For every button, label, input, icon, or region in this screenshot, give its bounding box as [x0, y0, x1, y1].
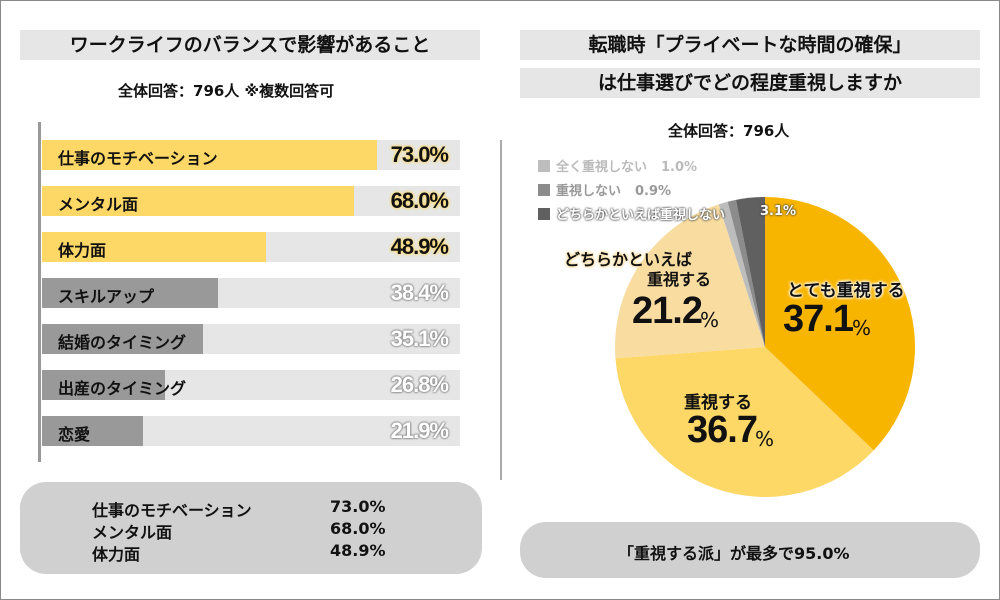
legend-label: 重視しない — [556, 184, 622, 199]
bar-track: 体力面 48.9% — [42, 232, 460, 262]
bar-track: 出産のタイミング 26.8% — [42, 370, 460, 400]
summary-label: 仕事のモチベーション — [92, 501, 252, 520]
bar-value-label: 48.9% — [390, 234, 449, 259]
slice-value: 37.1 — [783, 298, 854, 340]
percent-sign: % — [755, 427, 775, 451]
percent-sign: % — [852, 316, 872, 340]
bar-track: 結婚のタイミング 35.1% — [42, 324, 460, 354]
percent-sign: % — [700, 308, 720, 332]
bar-label: スキルアップ — [58, 287, 155, 306]
summary-label: 体力面 — [92, 545, 141, 564]
legend-swatch — [538, 160, 550, 172]
legend-swatch — [538, 184, 550, 196]
right-title-line1: 転職時「プライベートな時間の確保」 — [520, 30, 980, 60]
pie-slice — [614, 204, 765, 359]
bar-track: 恋愛 21.9% — [42, 416, 460, 446]
divider — [500, 140, 502, 480]
bar-label: メンタル面 — [58, 195, 139, 214]
bar-track: 仕事のモチベーション 73.0% — [42, 140, 460, 170]
bar-value-label: 68.0% — [390, 188, 449, 213]
bar-label: 結婚のタイミング — [58, 333, 187, 352]
bar-value-label: 35.1% — [390, 326, 449, 351]
right-title-line2: は仕事選びでどの程度重視しますか — [520, 68, 980, 98]
legend-value: 1.0% — [661, 160, 698, 175]
pie-slice — [735, 197, 765, 347]
left-title: ワークライフのバランスで影響があること — [20, 30, 480, 60]
legend-item: 全く重視しない 1.0% — [538, 156, 697, 175]
bar — [42, 232, 267, 262]
slice-name: 重視する — [647, 270, 712, 289]
pie-slice — [718, 201, 765, 347]
summary-value: 73.0% — [330, 497, 386, 516]
right-summary-box — [520, 522, 980, 578]
bar — [42, 370, 165, 400]
pie-slice — [615, 347, 874, 498]
bar-axis — [38, 122, 41, 462]
bar-value-label: 73.0% — [390, 142, 449, 167]
slice-value: 36.7 — [687, 409, 758, 451]
bar-label: 仕事のモチベーション — [58, 149, 218, 168]
bar-track: スキルアップ 38.4% — [42, 278, 460, 308]
conclusion-text: 「重視する派」が最多で95.0% — [618, 544, 850, 563]
legend-swatch — [538, 208, 550, 220]
bar-value-label: 21.9% — [390, 418, 449, 443]
slice-value: 21.2 — [632, 290, 703, 332]
left-subtitle: 全体回答：796人 ※複数回答可 — [118, 82, 335, 100]
bar — [42, 140, 378, 170]
bar — [42, 278, 219, 308]
bar — [42, 324, 204, 354]
legend-label: 全く重視しない — [556, 160, 648, 175]
left-summary-box — [20, 482, 482, 574]
bar-label: 出産のタイミング — [58, 379, 187, 398]
legend-item: 重視しない 0.9% — [538, 180, 671, 199]
summary-value: 48.9% — [330, 541, 386, 560]
legend-value: 0.9% — [635, 184, 672, 199]
pie-slice — [765, 197, 916, 451]
slice-name: どちらかといえば — [564, 250, 693, 269]
legend-value: 3.1% — [760, 204, 797, 219]
slice-name: 重視する — [684, 393, 752, 413]
legend-label: どちらかといえば重視しない — [556, 208, 726, 223]
bar-value-label: 38.4% — [390, 280, 449, 305]
bar-label: 恋愛 — [58, 425, 91, 444]
right-subtitle: 全体回答：796人 — [668, 122, 790, 140]
slice-name: とても重視する — [787, 281, 905, 301]
summary-label: メンタル面 — [92, 523, 173, 542]
summary-value: 68.0% — [330, 519, 386, 538]
bar-track: メンタル面 68.0% — [42, 186, 460, 216]
pie-slice — [727, 199, 765, 347]
legend-item: どちらかといえば重視しない 3.1% — [538, 204, 796, 223]
bar-value-label: 26.8% — [390, 372, 449, 397]
bar — [42, 416, 143, 446]
bar — [42, 186, 355, 216]
bar-label: 体力面 — [58, 241, 107, 260]
